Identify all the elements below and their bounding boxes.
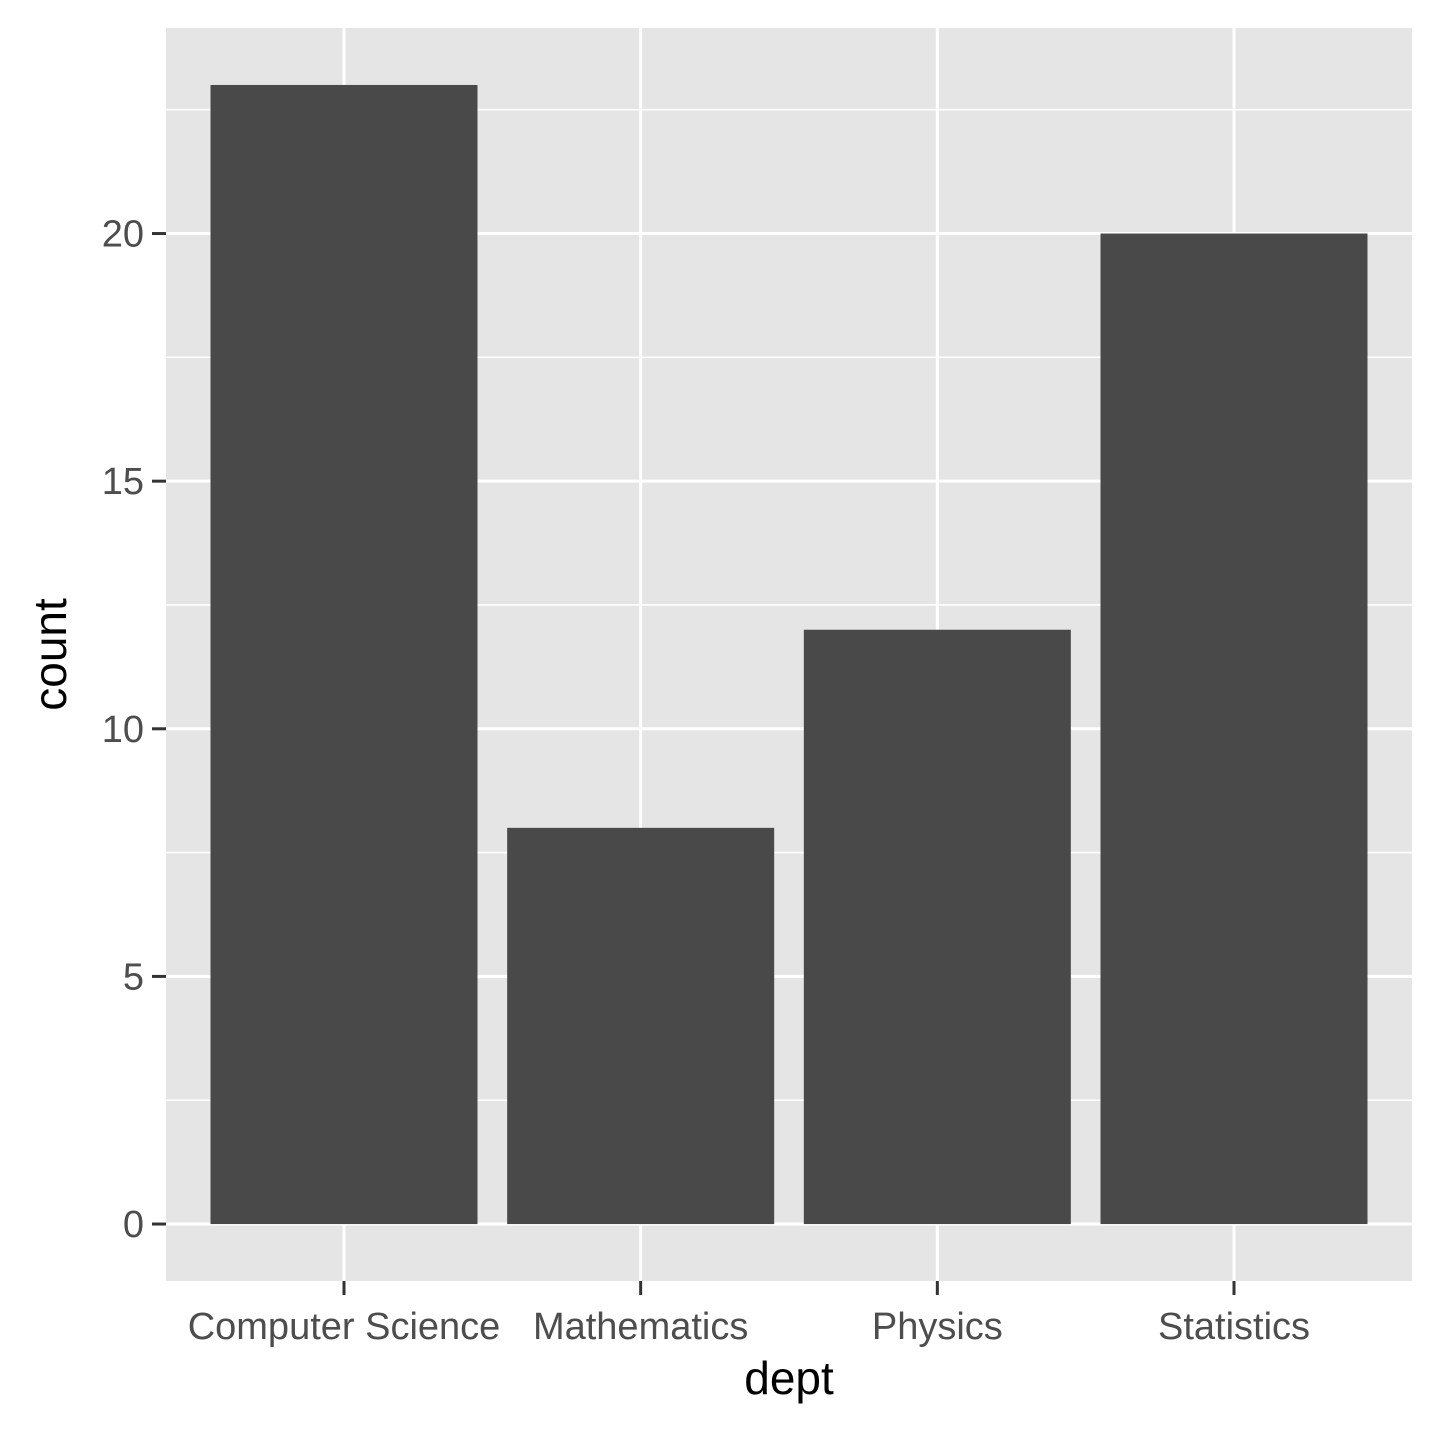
x-axis: Computer Science Mathematics Physics Statis… bbox=[188, 1281, 1310, 1348]
y-tick-label: 5 bbox=[123, 956, 144, 998]
x-tick-label: Physics bbox=[872, 1306, 1003, 1348]
y-tick-label: 10 bbox=[102, 709, 144, 751]
bar bbox=[1100, 233, 1368, 1225]
bar bbox=[803, 629, 1071, 1225]
y-tick-label: 20 bbox=[102, 214, 144, 256]
x-tick-label: Statistics bbox=[1158, 1306, 1310, 1348]
bars bbox=[210, 84, 1368, 1225]
bar bbox=[210, 84, 478, 1225]
x-axis-title: dept bbox=[744, 1352, 834, 1404]
y-axis-title: count bbox=[24, 598, 76, 711]
x-tick-label: Mathematics bbox=[533, 1306, 748, 1348]
x-tick-label: Computer Science bbox=[188, 1306, 501, 1348]
y-axis: 0 5 10 15 20 bbox=[102, 214, 166, 1246]
bar bbox=[507, 827, 775, 1225]
y-tick-label: 15 bbox=[102, 461, 144, 503]
y-tick-label: 0 bbox=[123, 1204, 144, 1246]
